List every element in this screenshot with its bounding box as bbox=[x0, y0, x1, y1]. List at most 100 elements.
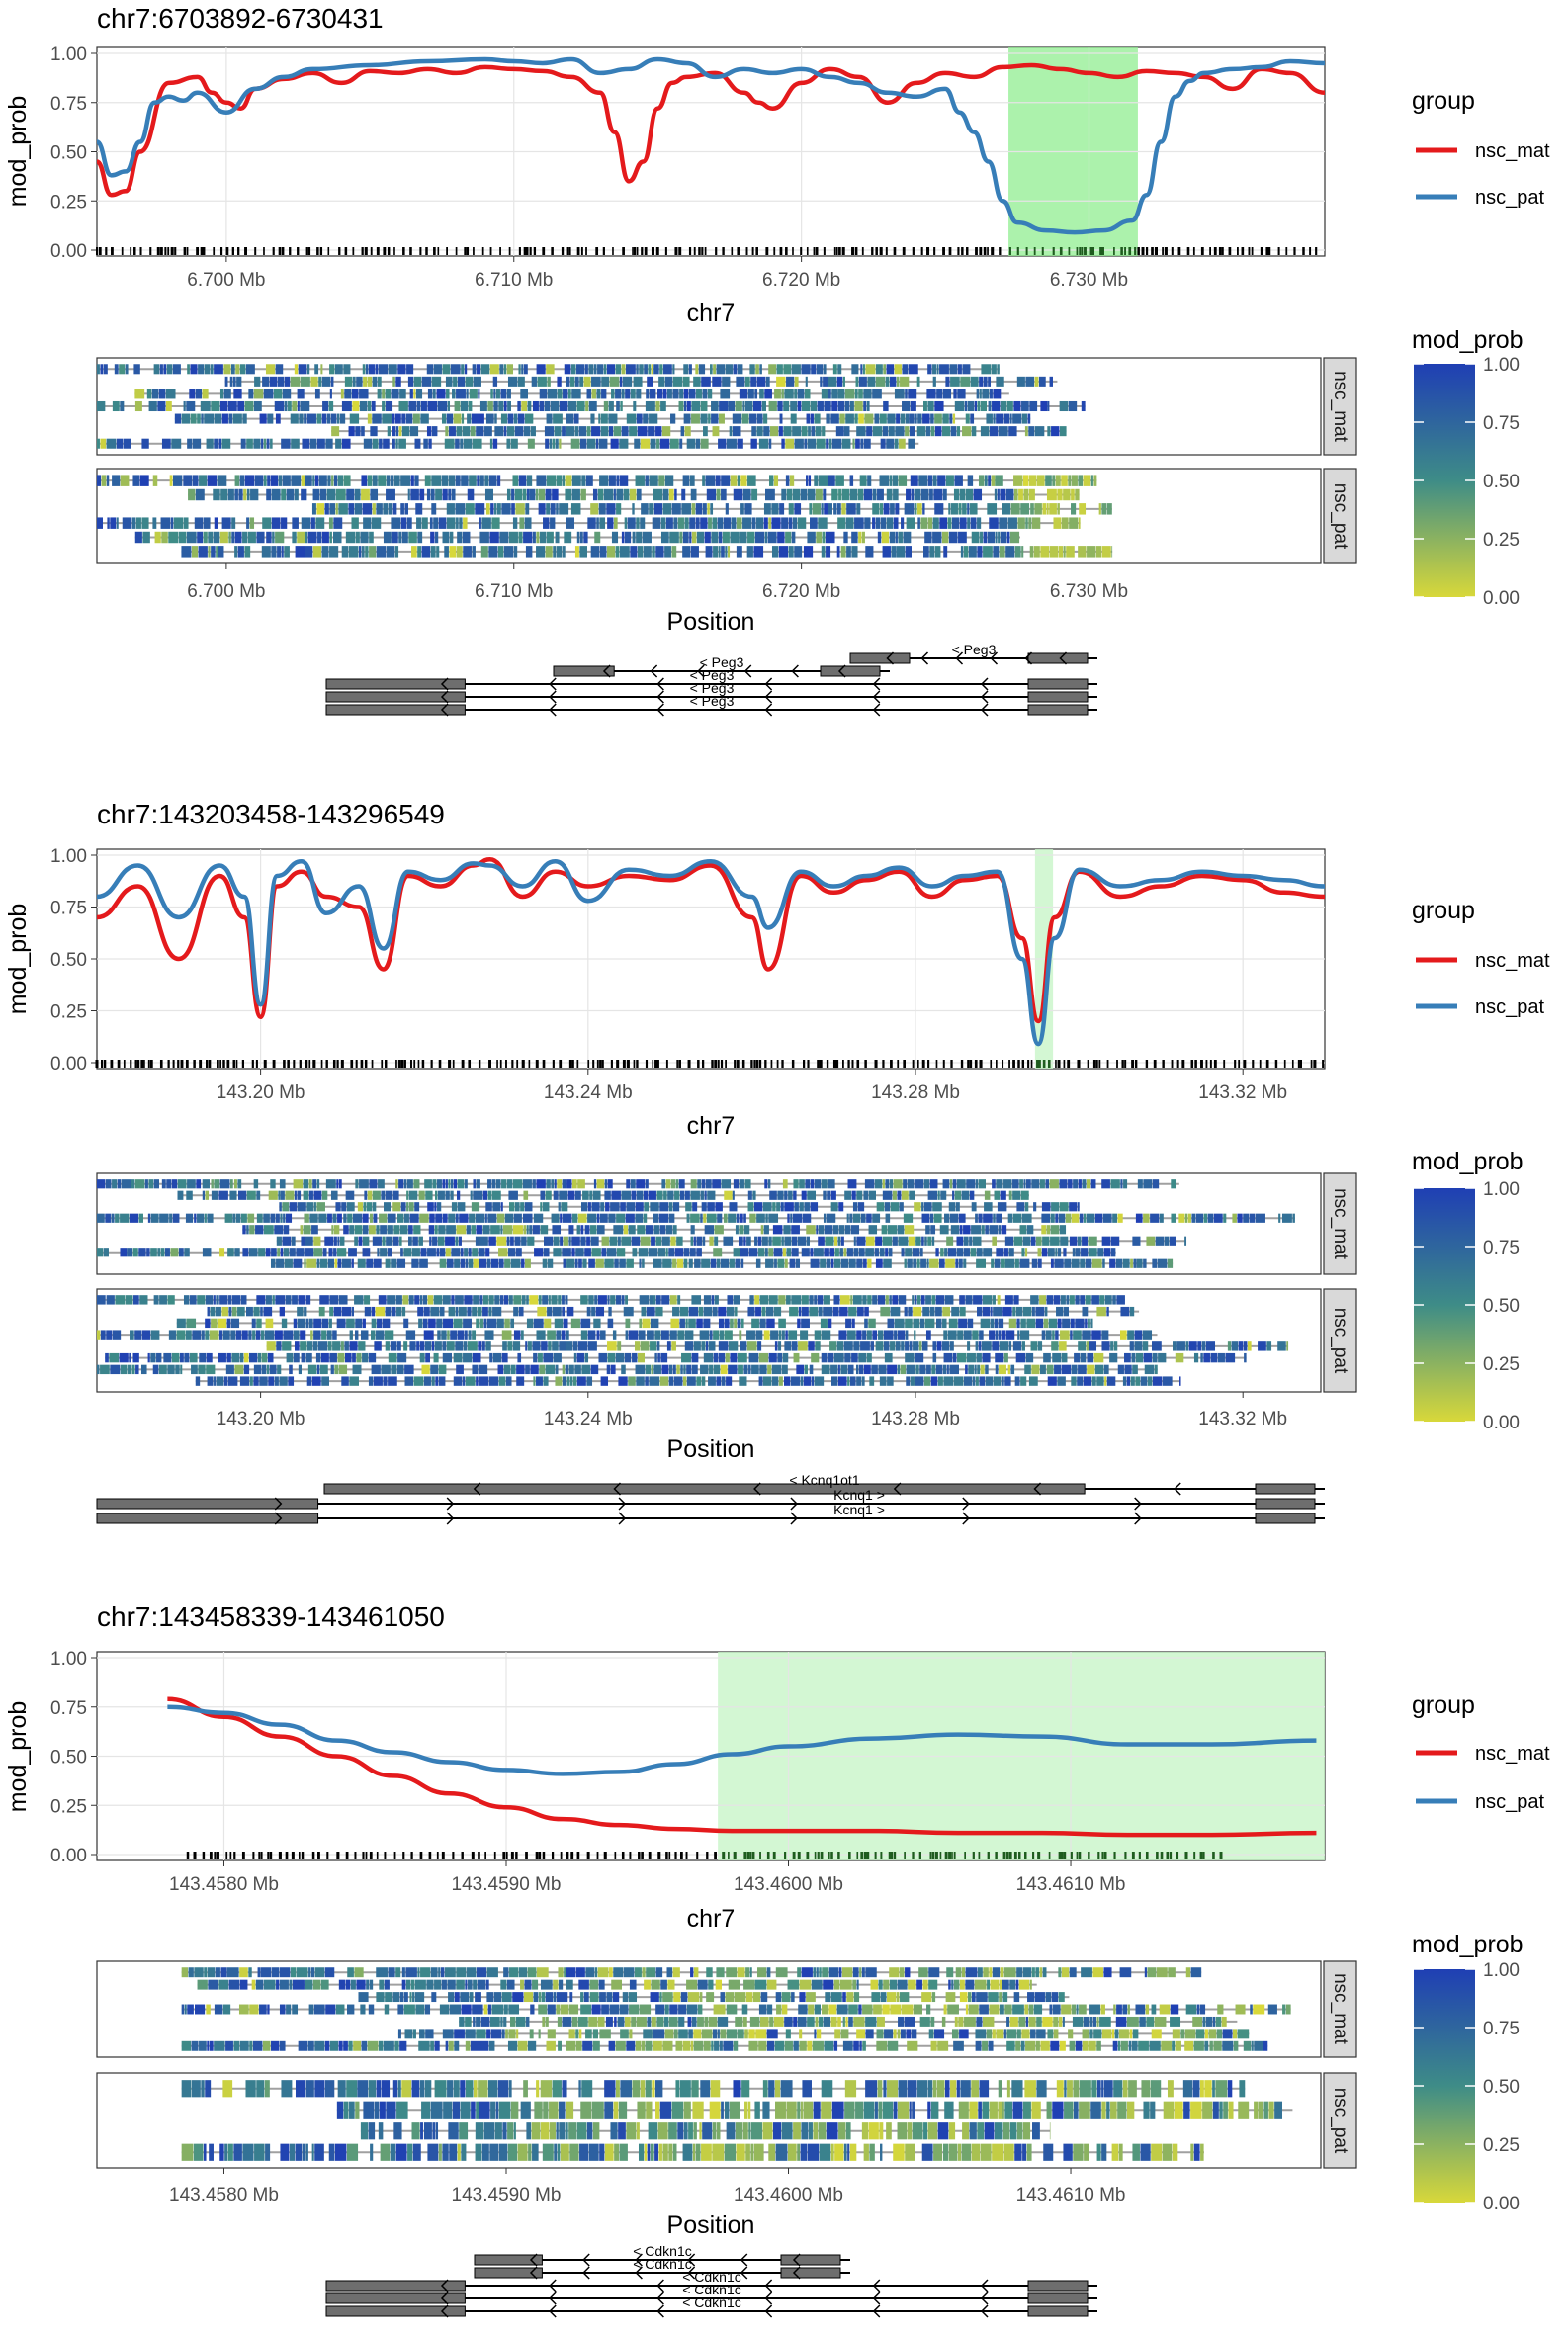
cpg-cell bbox=[547, 1330, 556, 1340]
cpg-cell bbox=[1053, 517, 1062, 529]
cpg-cell bbox=[221, 413, 228, 424]
cpg-cell bbox=[1013, 400, 1021, 412]
cpg-cell bbox=[334, 1364, 339, 1375]
cpg-cell bbox=[697, 2016, 704, 2027]
cpg-cell bbox=[275, 531, 285, 544]
cpg-cell bbox=[479, 1318, 483, 1329]
cpg-cell bbox=[772, 1225, 783, 1235]
cpg-cell bbox=[461, 364, 465, 375]
cpg-cell bbox=[763, 503, 771, 515]
cpg-cell bbox=[548, 1341, 552, 1351]
cpg-cell bbox=[430, 531, 435, 544]
cpg-cell bbox=[632, 531, 636, 544]
cpg-cell bbox=[355, 531, 360, 544]
cpg-cell bbox=[1109, 1258, 1116, 1268]
cpg-cell bbox=[308, 1318, 313, 1329]
cpg-cell bbox=[219, 400, 228, 412]
cpg-cell bbox=[1110, 1236, 1120, 1246]
cpg-cell bbox=[501, 1352, 508, 1363]
cpg-cell bbox=[480, 364, 490, 375]
cpg-cell bbox=[837, 517, 845, 529]
cpg-cell bbox=[916, 1295, 921, 1305]
cpg-cell bbox=[691, 503, 696, 515]
cpg-cell bbox=[897, 1979, 908, 1990]
cpg-cell bbox=[170, 1248, 179, 1257]
cpg-cell bbox=[447, 1330, 450, 1340]
panel-2-title: chr7:143203458-143296549 bbox=[97, 799, 445, 829]
cpg-cell bbox=[1013, 488, 1018, 501]
cpg-cell bbox=[885, 1179, 890, 1189]
cpg-cell bbox=[943, 1352, 953, 1363]
cpg-cell bbox=[636, 1190, 644, 1200]
cpg-cell bbox=[911, 2029, 917, 2039]
cpg-cell bbox=[1101, 546, 1111, 558]
cpg-cell bbox=[899, 1967, 905, 1978]
cpg-cell bbox=[205, 1330, 210, 1340]
cpg-cell bbox=[943, 488, 947, 501]
cpg-cell bbox=[786, 1295, 791, 1305]
cpg-cell bbox=[636, 531, 643, 544]
cpg-cell bbox=[955, 1202, 960, 1212]
cpg-cell bbox=[1082, 1179, 1087, 1189]
cpg-cell bbox=[778, 546, 789, 558]
cpg-cell bbox=[270, 1179, 276, 1189]
cpg-cell bbox=[357, 1258, 366, 1268]
cpg-cell bbox=[1222, 2029, 1233, 2039]
cpg-cell bbox=[623, 1225, 629, 1235]
cpg-cell bbox=[209, 2040, 214, 2051]
cpg-cell bbox=[1047, 2029, 1054, 2039]
cpg-cell bbox=[183, 517, 189, 529]
cpg-cell bbox=[949, 364, 958, 375]
cpg-cell bbox=[399, 1225, 408, 1235]
cpg-cell bbox=[661, 1179, 666, 1189]
cpg-cell bbox=[747, 1202, 754, 1212]
cpg-cell bbox=[1061, 1967, 1070, 1978]
cpg-cell bbox=[1020, 1318, 1026, 1329]
cpg-cell bbox=[734, 1992, 746, 2003]
cpg-cell bbox=[353, 2040, 362, 2051]
cpg-cell bbox=[1006, 400, 1013, 412]
panel-3-rug bbox=[186, 1852, 1223, 1859]
cpg-cell bbox=[478, 1364, 488, 1375]
cpg-cell bbox=[352, 1352, 356, 1363]
cpg-cell bbox=[818, 1225, 825, 1235]
cpg-cell bbox=[238, 488, 243, 501]
cpg-cell bbox=[948, 1979, 951, 1990]
cpg-cell bbox=[922, 1979, 928, 1990]
cpg-cell bbox=[388, 1376, 397, 1386]
cpg-cell bbox=[1096, 2016, 1099, 2027]
cpg-cell bbox=[246, 1190, 256, 1200]
cpg-cell bbox=[1101, 1330, 1109, 1340]
cpg-cell bbox=[670, 1236, 676, 1246]
cpg-cell bbox=[380, 1248, 388, 1257]
cpg-cell bbox=[639, 364, 644, 375]
cpg-cell bbox=[679, 1306, 689, 1317]
cpg-cell bbox=[456, 546, 463, 558]
cpg-cell bbox=[1081, 1248, 1089, 1257]
cpg-cell bbox=[967, 1341, 971, 1351]
cpg-cell bbox=[886, 364, 895, 375]
cpg-cell bbox=[850, 1295, 853, 1305]
cpg-cell bbox=[277, 546, 282, 558]
cpg-cell bbox=[821, 1330, 831, 1340]
cpg-cell bbox=[388, 1352, 397, 1363]
cpg-cell bbox=[814, 1179, 822, 1189]
cpg-cell bbox=[754, 1295, 760, 1305]
cpg-cell bbox=[616, 475, 620, 486]
cpg-cell bbox=[1043, 1352, 1051, 1363]
cpg-cell bbox=[558, 1295, 562, 1305]
cpg-cell bbox=[691, 1364, 698, 1375]
cpg-cell bbox=[763, 413, 768, 424]
cpg-cell bbox=[381, 1190, 386, 1200]
cpg-cell bbox=[397, 2004, 404, 2015]
cpg-cell bbox=[393, 475, 400, 486]
cpg-cell bbox=[335, 438, 342, 449]
cpg-cell bbox=[653, 1318, 659, 1329]
cpg-cell bbox=[419, 488, 425, 501]
cpg-cell bbox=[1041, 1202, 1051, 1212]
heat-x-tick-label: 143.24 Mb bbox=[544, 1409, 633, 1429]
cpg-cell bbox=[997, 1202, 1007, 1212]
cpg-cell bbox=[892, 1295, 899, 1305]
cpg-cell bbox=[1227, 1341, 1232, 1351]
cpg-cell bbox=[812, 503, 821, 515]
